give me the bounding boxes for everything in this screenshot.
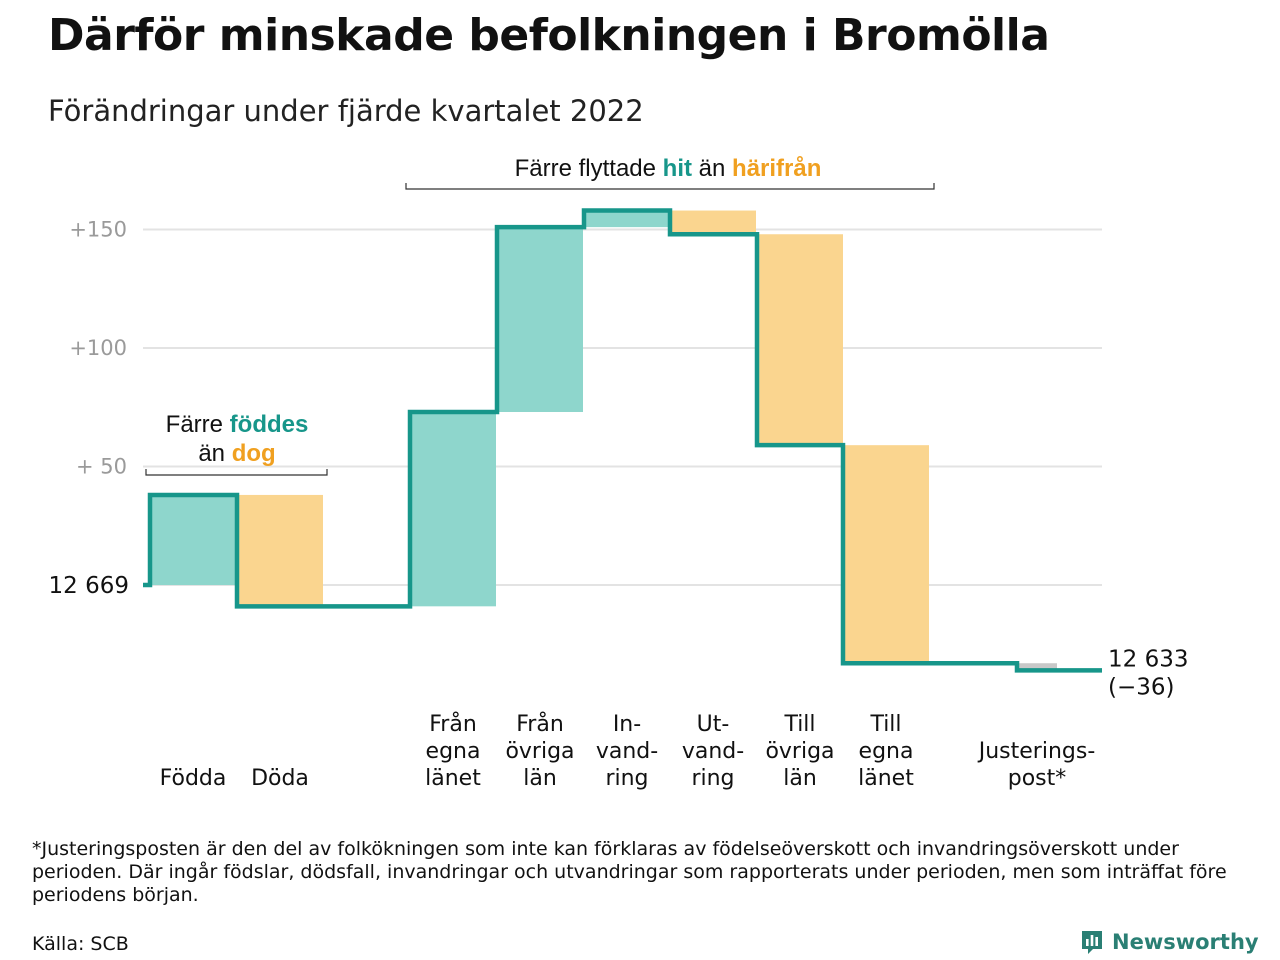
annotation-migration: Färre flyttade hit än härifrån: [515, 155, 822, 182]
y-tick-label: + 50: [76, 455, 127, 479]
category-label: In-: [613, 712, 641, 737]
category-label: länet: [425, 766, 481, 791]
category-label: länet: [858, 766, 914, 791]
bar-invandring: [584, 210, 670, 228]
bar-födda: [150, 494, 236, 585]
category-label: övriga: [505, 739, 574, 764]
bar-frånövrigalän: [497, 227, 583, 412]
category-label: vand-: [596, 739, 658, 764]
population-step-line: [143, 208, 1102, 673]
category-label: Ut-: [697, 712, 730, 737]
category-label: ring: [691, 766, 734, 791]
bar-utvandring: [670, 210, 756, 235]
category-label: ring: [605, 766, 648, 791]
category-label: län: [783, 766, 817, 791]
bar-tillegnalänet: [843, 445, 929, 664]
brand-name: Newsworthy: [1112, 930, 1259, 954]
category-label: Till: [783, 712, 815, 737]
category-label: Till: [869, 712, 901, 737]
brand-logo[interactable]: Newsworthy: [1080, 929, 1259, 955]
bar-tillövrigalän: [757, 234, 843, 446]
category-label: Från: [429, 711, 477, 737]
newsworthy-logo-icon: [1082, 931, 1102, 954]
category-label: vand-: [682, 739, 744, 764]
category-label: Födda: [160, 766, 227, 791]
footnote: *Justeringsposten är den del av folkökni…: [32, 838, 1227, 906]
end-value-label: 12 633: [1108, 646, 1188, 672]
category-label: län: [523, 766, 557, 791]
page-subtitle: Förändringar under fjärde kvartalet 2022: [48, 94, 644, 128]
y-tick-label: +100: [69, 336, 127, 360]
annotation-births-line1: Färre föddes: [166, 411, 309, 438]
source-note: Källa: SCB: [32, 933, 129, 955]
annotation-births-line2: än dog: [198, 440, 275, 467]
y-tick-label: +150: [69, 218, 127, 242]
category-label: egna: [859, 739, 914, 764]
category-label: Justerings-: [977, 739, 1096, 764]
bar-justeringspost: [1017, 663, 1057, 671]
category-label: post*: [1008, 766, 1067, 791]
bar-frånegnalänet: [410, 411, 496, 607]
annotation-births-bracket: [145, 469, 328, 476]
category-label: Döda: [251, 766, 309, 791]
annotation-migration-bracket: [405, 183, 935, 190]
category-label: egna: [426, 739, 481, 764]
category-label: övriga: [765, 739, 834, 764]
page-title: Därför minskade befolkningen i Bromölla: [48, 10, 1050, 61]
bar-döda: [237, 494, 323, 607]
end-change-label: (−36): [1108, 674, 1174, 700]
category-label: Från: [516, 711, 564, 737]
start-value-label: 12 669: [49, 573, 129, 599]
